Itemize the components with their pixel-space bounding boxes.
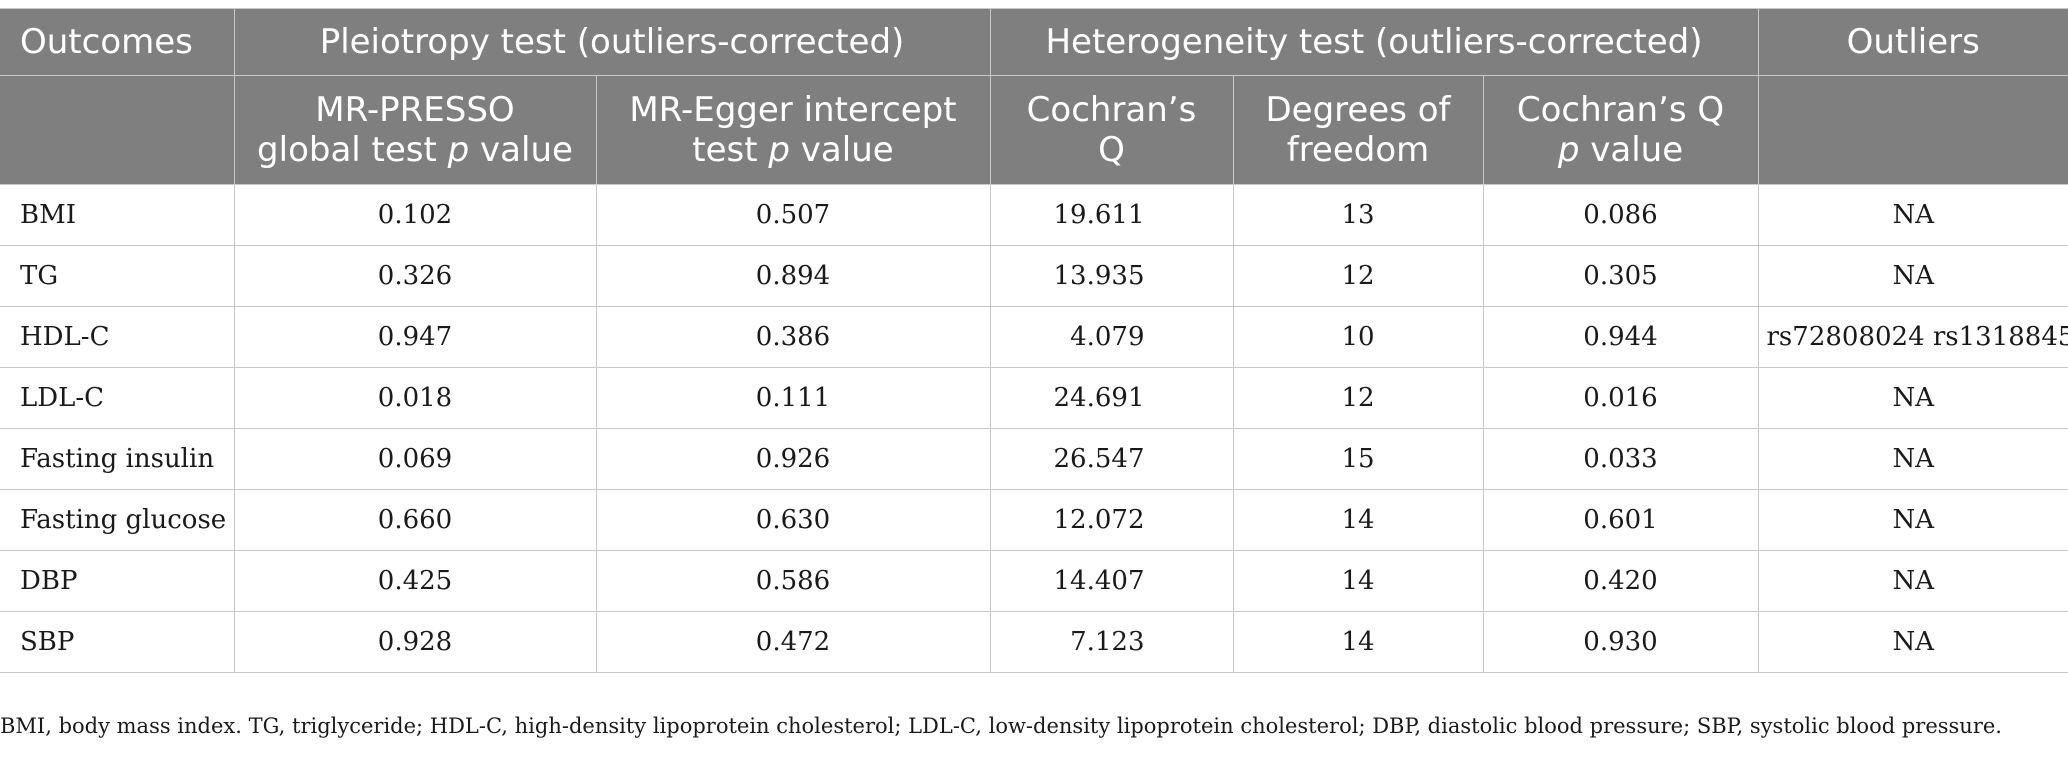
cell-egger: 0.111 <box>595 367 991 429</box>
cell-qp: 0.305 <box>1482 245 1759 307</box>
cell-outliers: NA <box>1757 550 2068 612</box>
header-egger-line2b: value <box>790 130 894 170</box>
cell-outcome: Fasting insulin <box>0 428 235 490</box>
cell-q: 14.407 <box>989 550 1234 612</box>
cell-outliers: NA <box>1757 245 2068 307</box>
cell-presso: 0.947 <box>233 306 597 368</box>
cell-presso: 0.102 <box>233 184 597 246</box>
cell-qp: 0.420 <box>1482 550 1759 612</box>
header-outliers: Outliers <box>1757 8 2068 76</box>
table-row: BMI 0.102 0.507 19.611 13 0.086 NA <box>0 184 2068 246</box>
header-presso-line1: MR-PRESSO <box>315 90 515 130</box>
cell-qp: 0.930 <box>1482 611 1759 673</box>
cell-q: 12.072 <box>989 489 1234 551</box>
cell-outcome: Fasting glucose <box>0 489 235 551</box>
cell-presso: 0.928 <box>233 611 597 673</box>
cell-outliers: rs72808024 rs1318845 <box>1757 306 2068 368</box>
cell-qp: 0.944 <box>1482 306 1759 368</box>
table-row: SBP 0.928 0.472 7.123 14 0.930 NA <box>0 611 2068 673</box>
results-table: Outcomes Pleiotropy test (outliers-corre… <box>0 8 2068 673</box>
cell-outcome: SBP <box>0 611 235 673</box>
cell-df: 12 <box>1232 367 1484 429</box>
cell-qp: 0.601 <box>1482 489 1759 551</box>
header-dof-line1: Degrees of <box>1265 90 1451 130</box>
header-dof: Degrees of freedom <box>1232 75 1484 185</box>
cell-q: 19.611 <box>989 184 1234 246</box>
header-outliers-blank <box>1757 75 2068 185</box>
cell-outcome: DBP <box>0 550 235 612</box>
cell-outcome: HDL-C <box>0 306 235 368</box>
cell-q: 7.123 <box>989 611 1234 673</box>
cell-df: 15 <box>1232 428 1484 490</box>
header-heterogeneity: Heterogeneity test (outliers-corrected) <box>989 8 1759 76</box>
cell-df: 13 <box>1232 184 1484 246</box>
cell-df: 12 <box>1232 245 1484 307</box>
header-cochran-q: Cochran’s Q <box>989 75 1234 185</box>
cell-egger: 0.926 <box>595 428 991 490</box>
header-cqp-line1: Cochran’s Q <box>1516 90 1725 130</box>
table-row: Fasting insulin 0.069 0.926 26.547 15 0.… <box>0 428 2068 490</box>
table-row: Fasting glucose 0.660 0.630 12.072 14 0.… <box>0 489 2068 551</box>
header-cochran-line2: Q <box>1098 130 1125 170</box>
cell-presso: 0.018 <box>233 367 597 429</box>
header-dof-line2: freedom <box>1286 130 1430 170</box>
header-egger-line2a: test <box>692 130 769 170</box>
cell-presso: 0.069 <box>233 428 597 490</box>
table-row: LDL-C 0.018 0.111 24.691 12 0.016 NA <box>0 367 2068 429</box>
table-row: TG 0.326 0.894 13.935 12 0.305 NA <box>0 245 2068 307</box>
table-row: HDL-C 0.947 0.386 4.079 10 0.944 rs72808… <box>0 306 2068 368</box>
cell-egger: 0.472 <box>595 611 991 673</box>
header-presso-p: p <box>447 130 470 170</box>
cell-df: 14 <box>1232 489 1484 551</box>
cell-outcome: LDL-C <box>0 367 235 429</box>
cell-outliers: NA <box>1757 611 2068 673</box>
cell-q: 24.691 <box>989 367 1234 429</box>
cell-qp: 0.086 <box>1482 184 1759 246</box>
table-footnote: BMI, body mass index. TG, triglyceride; … <box>0 714 2002 738</box>
cell-q: 4.079 <box>989 306 1234 368</box>
header-cqp-p: p <box>1557 130 1580 170</box>
cell-outcome: TG <box>0 245 235 307</box>
cell-outliers: NA <box>1757 184 2068 246</box>
cell-df: 14 <box>1232 611 1484 673</box>
header-presso-line2a: global test <box>257 130 448 170</box>
cell-qp: 0.016 <box>1482 367 1759 429</box>
cell-egger: 0.894 <box>595 245 991 307</box>
cell-q: 26.547 <box>989 428 1234 490</box>
header-presso-line2b: value <box>469 130 573 170</box>
header-pleiotropy: Pleiotropy test (outliers-corrected) <box>233 8 991 76</box>
cell-df: 14 <box>1232 550 1484 612</box>
header-presso: MR-PRESSO global test p value <box>233 75 597 185</box>
header-egger: MR-Egger intercept test p value <box>595 75 991 185</box>
cell-presso: 0.326 <box>233 245 597 307</box>
cell-presso: 0.660 <box>233 489 597 551</box>
header-row-sub: MR-PRESSO global test p value MR-Egger i… <box>0 75 2068 185</box>
cell-outliers: NA <box>1757 489 2068 551</box>
cell-qp: 0.033 <box>1482 428 1759 490</box>
cell-egger: 0.630 <box>595 489 991 551</box>
header-cqp-line2: value <box>1579 130 1684 170</box>
header-egger-line1: MR-Egger intercept <box>629 90 957 130</box>
cell-df: 10 <box>1232 306 1484 368</box>
cell-presso: 0.425 <box>233 550 597 612</box>
cell-outliers: NA <box>1757 367 2068 429</box>
cell-outliers: NA <box>1757 428 2068 490</box>
table-row: DBP 0.425 0.586 14.407 14 0.420 NA <box>0 550 2068 612</box>
cell-q: 13.935 <box>989 245 1234 307</box>
header-egger-p: p <box>768 130 790 170</box>
header-cochran-p: Cochran’s Q p value <box>1482 75 1759 185</box>
cell-egger: 0.507 <box>595 184 991 246</box>
header-outcomes-blank <box>0 75 235 185</box>
cell-egger: 0.386 <box>595 306 991 368</box>
cell-outcome: BMI <box>0 184 235 246</box>
cell-egger: 0.586 <box>595 550 991 612</box>
header-outcomes: Outcomes <box>0 8 235 76</box>
header-row-top: Outcomes Pleiotropy test (outliers-corre… <box>0 8 2068 76</box>
header-cochran-line1: Cochran’s <box>1026 90 1197 130</box>
